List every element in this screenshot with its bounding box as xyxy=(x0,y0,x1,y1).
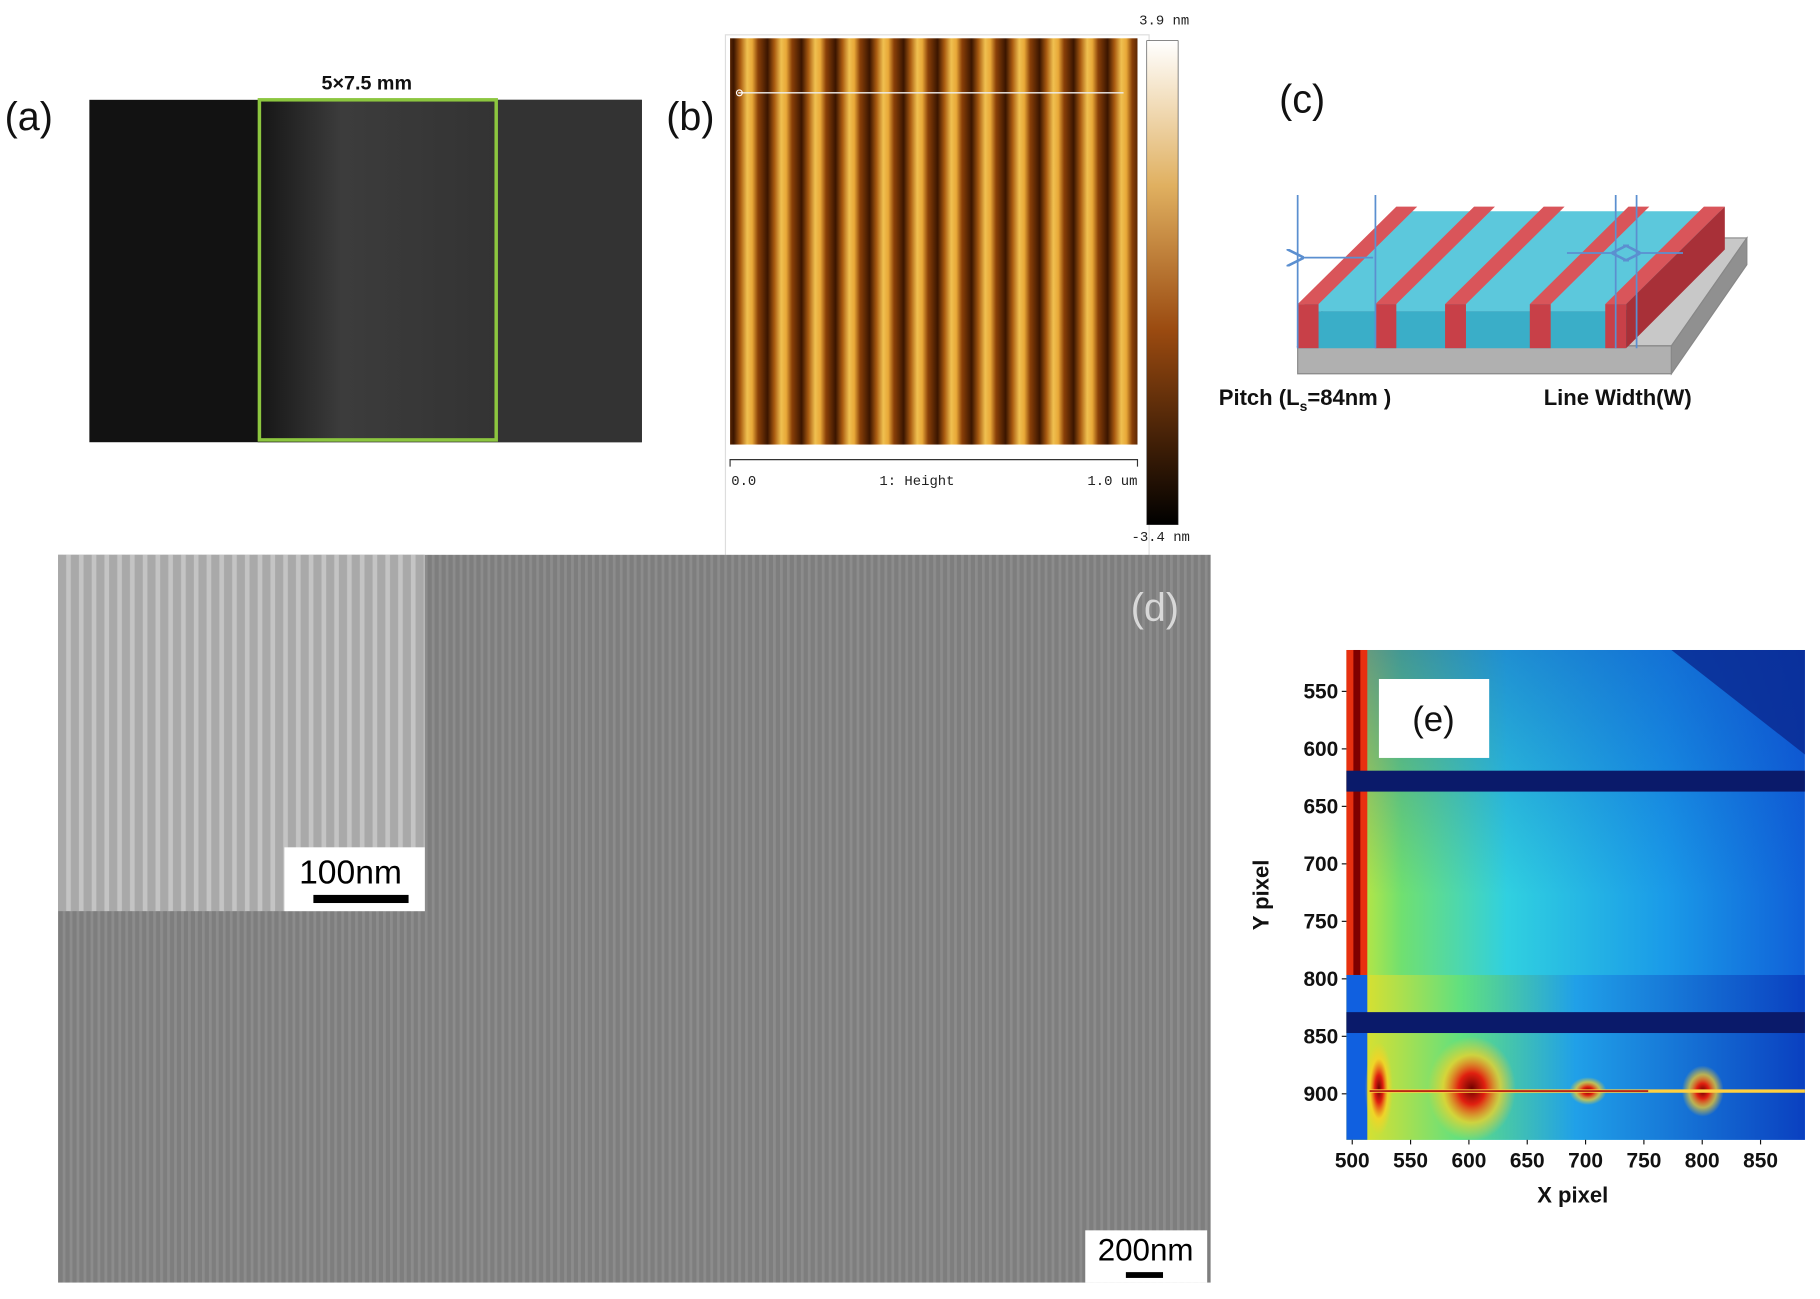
colorbar xyxy=(1146,40,1179,525)
figure-content: (a) 5×7.5 mm (b) 3.9 nm -3.4 nm 0.0 1: H… xyxy=(5,13,1805,1283)
y-tick-label: 700 xyxy=(1303,853,1338,876)
saxs-pattern: (e) X pixel Y pixel 500 550 600 650 700 750 80… xyxy=(1249,649,1805,1207)
substrate xyxy=(1670,236,1748,376)
afm-image xyxy=(730,38,1138,445)
x-tick-label: 700 xyxy=(1568,1150,1603,1173)
x-tick-label: 500 xyxy=(1335,1150,1370,1173)
pitch-text: Pitch (L xyxy=(1219,385,1300,410)
profile-marker xyxy=(735,89,743,97)
scale-bar xyxy=(313,894,409,904)
panel-label: (e) xyxy=(1412,700,1455,739)
y-tick-label: 900 xyxy=(1303,1083,1338,1106)
colorbar-max: 3.9 nm xyxy=(1139,13,1189,29)
caption: 5×7.5 mm xyxy=(322,72,412,94)
label-box xyxy=(1378,679,1490,758)
heatmap xyxy=(1346,974,1805,1140)
scale-axis xyxy=(729,459,1139,467)
scale-bar xyxy=(1125,1272,1164,1278)
panel-label: (d) xyxy=(1131,586,1179,630)
heatmap-corner xyxy=(1671,649,1805,755)
photo-region xyxy=(257,99,497,443)
grating-diagram xyxy=(1297,194,1748,376)
panel-label: (a) xyxy=(5,95,53,139)
colorbar-min: -3.4 nm xyxy=(1131,530,1189,546)
scale-title: 1: Height xyxy=(879,474,954,490)
highlight-box xyxy=(257,98,498,442)
y-tick-label: 600 xyxy=(1303,738,1338,761)
x-tick-label: 850 xyxy=(1743,1150,1778,1173)
substrate xyxy=(1297,345,1672,375)
panel-label: (c) xyxy=(1279,78,1325,122)
scale-bar-label: 100nm xyxy=(299,854,402,891)
x-tick-label: 550 xyxy=(1393,1150,1428,1173)
y-tick-label: 800 xyxy=(1303,968,1338,991)
panel-label: (b) xyxy=(666,95,714,139)
heatmap xyxy=(1346,974,1368,1140)
width-label: Line Width(W) xyxy=(1544,385,1692,410)
peak xyxy=(1364,1042,1393,1136)
pitch-subscript: s xyxy=(1300,398,1308,414)
pitch-label: Pitch (Ls=84nm ) xyxy=(1219,385,1392,414)
x-tick-label: 800 xyxy=(1685,1150,1720,1173)
scale-bar-label: 200nm xyxy=(1098,1233,1194,1268)
detector-gap xyxy=(1346,770,1805,792)
x-tick-label: 650 xyxy=(1510,1150,1545,1173)
x-axis-label: X pixel xyxy=(1537,1182,1608,1207)
scale-start: 0.0 xyxy=(731,474,756,490)
pitch-text: =84nm ) xyxy=(1307,385,1391,410)
x-tick-label: 600 xyxy=(1451,1150,1486,1173)
detector-gap xyxy=(1346,1012,1805,1034)
y-tick-label: 850 xyxy=(1303,1025,1338,1048)
y-tick-label: 650 xyxy=(1303,795,1338,818)
y-tick-label: 750 xyxy=(1303,910,1338,933)
y-tick-label: 550 xyxy=(1303,680,1338,703)
x-tick-label: 750 xyxy=(1626,1150,1661,1173)
peak xyxy=(1427,1036,1516,1141)
y-axis-label: Y pixel xyxy=(1249,860,1274,931)
scale-end: 1.0 um xyxy=(1087,474,1137,490)
dimension-arrows xyxy=(1298,194,1684,349)
beam-strip xyxy=(1353,649,1361,975)
photo-region xyxy=(496,99,642,443)
